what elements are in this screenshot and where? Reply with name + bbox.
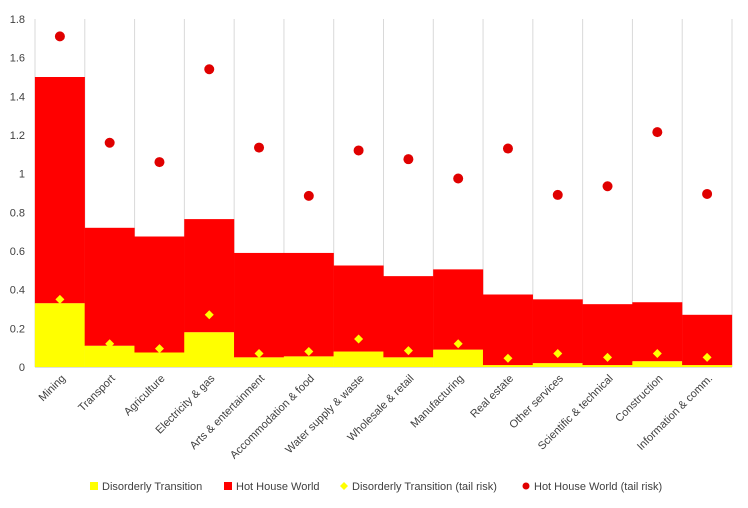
y-tick-label: 0.4: [10, 285, 25, 297]
bar-disorderly-transition: [333, 351, 384, 367]
y-tick-label: 1.2: [10, 130, 25, 142]
marker-disorderly-transition-tail-risk: [652, 348, 662, 358]
legend-label: Disorderly Transition (tail risk): [352, 481, 497, 493]
marker-disorderly-transition-tail-risk: [154, 344, 164, 354]
marker-disorderly-transition-tail-risk: [553, 348, 563, 358]
legend: Disorderly Transition Hot House World Diso…: [90, 481, 662, 493]
x-tick-label: Accommodation & food: [228, 373, 317, 462]
bar-hot-house-world: [433, 269, 484, 350]
bar-disorderly-transition: [532, 363, 583, 367]
marker-disorderly-transition-tail-risk: [354, 334, 364, 344]
y-tick-label: 1.4: [10, 91, 25, 103]
bar-disorderly-transition: [184, 332, 235, 367]
bar-disorderly-transition: [582, 365, 633, 367]
marker-hot-house-world-tail-risk: [204, 64, 215, 75]
y-tick-label: 0: [19, 362, 25, 374]
y-tick-label: 1.8: [10, 14, 25, 26]
bar-disorderly-transition: [682, 365, 733, 367]
marker-disorderly-transition-tail-risk: [503, 353, 513, 363]
bar-hot-house-world: [482, 294, 533, 366]
marker-hot-house-world-tail-risk: [403, 154, 414, 165]
legend-swatch: [522, 482, 530, 490]
marker-disorderly-transition-tail-risk: [403, 346, 413, 356]
bar-hot-house-world: [283, 252, 334, 357]
marker-hot-house-world-tail-risk: [453, 173, 464, 184]
legend-swatch: [224, 482, 232, 490]
bar-disorderly-transition: [482, 365, 533, 367]
marker-disorderly-transition-tail-risk: [105, 339, 115, 349]
y-tick-label: 0.6: [10, 246, 25, 258]
legend-item: Disorderly Transition: [90, 481, 202, 493]
bar-disorderly-transition: [433, 349, 484, 367]
x-tick-label: Construction: [613, 373, 665, 425]
y-tick-label: 1: [19, 169, 25, 181]
marker-disorderly-transition-tail-risk: [702, 352, 712, 362]
bar-disorderly-transition: [34, 303, 85, 367]
marker-disorderly-transition-tail-risk: [304, 347, 314, 357]
x-tick-label: Real estate: [468, 373, 516, 421]
x-tick-label: Agriculture: [122, 373, 168, 419]
bar-disorderly-transition: [283, 356, 334, 367]
markers: [54, 31, 713, 363]
legend-item: Hot House World (tail risk): [522, 481, 662, 493]
marker-disorderly-transition-tail-risk: [254, 348, 264, 358]
marker-hot-house-world-tail-risk: [502, 143, 513, 154]
marker-hot-house-world-tail-risk: [702, 188, 713, 199]
bar-disorderly-transition: [383, 357, 434, 367]
y-tick-label: 1.6: [10, 53, 25, 65]
marker-hot-house-world-tail-risk: [254, 142, 265, 153]
legend-label: Hot House World: [236, 481, 320, 493]
marker-disorderly-transition-tail-risk: [603, 352, 613, 362]
marker-hot-house-world-tail-risk: [54, 31, 65, 42]
marker-hot-house-world-tail-risk: [602, 181, 613, 192]
x-tick-label: Manufacturing: [409, 373, 467, 431]
marker-hot-house-world-tail-risk: [303, 190, 314, 201]
legend-swatch: [340, 482, 348, 490]
x-tick-label: Mining: [37, 373, 68, 404]
y-tick-label: 0.8: [10, 207, 25, 219]
marker-disorderly-transition-tail-risk: [453, 339, 463, 349]
bar-hot-house-world: [84, 227, 135, 346]
x-tick-label: Transport: [76, 373, 117, 414]
bar-hot-house-world: [134, 236, 185, 353]
marker-disorderly-transition-tail-risk: [55, 294, 65, 304]
bar-hot-house-world: [383, 276, 434, 358]
legend-label: Disorderly Transition: [102, 481, 202, 493]
marker-hot-house-world-tail-risk: [552, 189, 563, 200]
bar-disorderly-transition: [632, 361, 683, 367]
bars: [34, 77, 733, 367]
y-tick-label: 0.2: [10, 323, 25, 335]
bar-disorderly-transition: [134, 352, 185, 367]
marker-hot-house-world-tail-risk: [154, 157, 165, 168]
marker-hot-house-world-tail-risk: [353, 145, 364, 156]
marker-disorderly-transition-tail-risk: [204, 310, 214, 320]
legend-item: Disorderly Transition (tail risk): [340, 481, 497, 493]
legend-label: Hot House World (tail risk): [534, 481, 662, 493]
bar-hot-house-world: [234, 252, 285, 358]
bar-disorderly-transition: [84, 345, 135, 367]
marker-hot-house-world-tail-risk: [104, 137, 115, 148]
marker-hot-house-world-tail-risk: [652, 127, 663, 138]
bar-hot-house-world: [34, 77, 85, 304]
legend-swatch: [90, 482, 98, 490]
bar-disorderly-transition: [234, 357, 285, 367]
legend-item: Hot House World: [224, 481, 320, 493]
